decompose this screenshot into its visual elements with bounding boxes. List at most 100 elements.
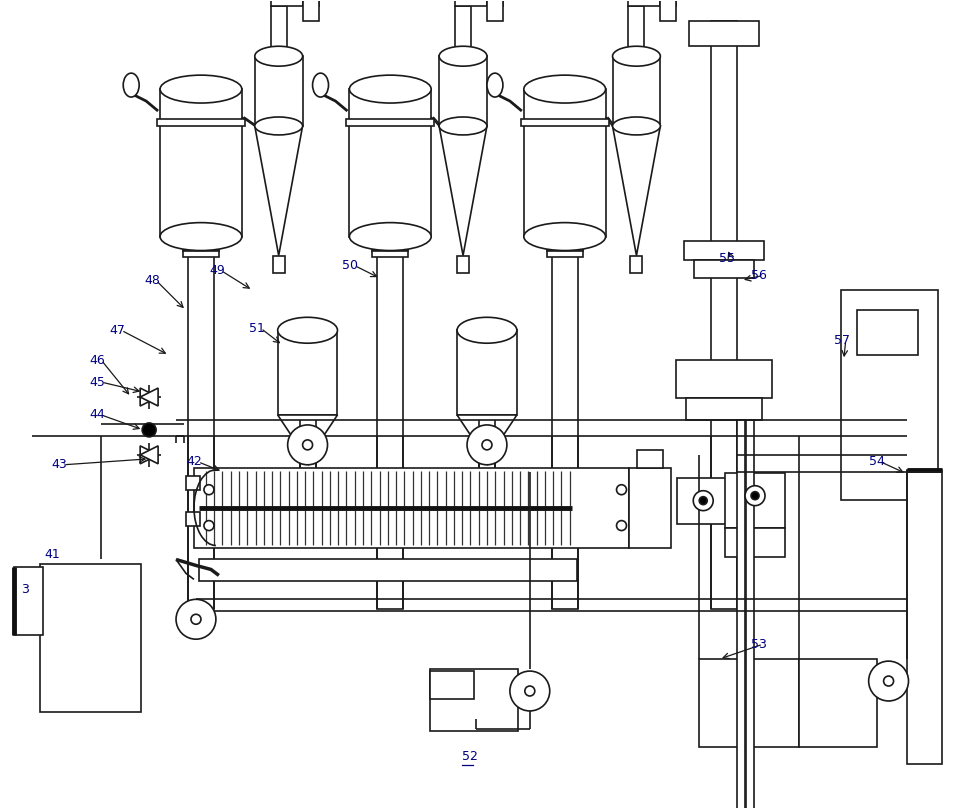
- Ellipse shape: [278, 317, 337, 343]
- Bar: [188, 251, 214, 609]
- Bar: [799, 659, 877, 747]
- Bar: [725, 527, 785, 557]
- Circle shape: [693, 491, 713, 510]
- Bar: [630, 256, 643, 273]
- Polygon shape: [140, 388, 159, 406]
- Polygon shape: [140, 388, 159, 406]
- Bar: [39, 565, 141, 712]
- Bar: [711, 21, 737, 609]
- Text: 44: 44: [90, 409, 105, 421]
- Circle shape: [142, 423, 156, 437]
- Bar: [660, 0, 676, 6]
- Circle shape: [869, 661, 908, 701]
- Ellipse shape: [312, 73, 329, 97]
- Bar: [840, 290, 939, 500]
- Ellipse shape: [457, 317, 517, 343]
- Bar: [13, 567, 44, 635]
- Bar: [270, 0, 303, 6]
- Bar: [660, 0, 676, 21]
- Text: 50: 50: [343, 259, 358, 272]
- Ellipse shape: [123, 73, 139, 97]
- Bar: [303, 0, 319, 21]
- Text: 48: 48: [144, 274, 160, 287]
- Bar: [456, 0, 487, 6]
- Bar: [487, 0, 503, 6]
- Text: 57: 57: [834, 334, 850, 347]
- Bar: [628, 6, 645, 56]
- Circle shape: [176, 599, 216, 639]
- Text: 53: 53: [751, 637, 767, 650]
- Circle shape: [510, 671, 550, 711]
- Bar: [906, 470, 943, 764]
- Ellipse shape: [524, 75, 605, 103]
- Circle shape: [204, 521, 214, 531]
- Polygon shape: [612, 126, 660, 256]
- Bar: [552, 251, 578, 609]
- Text: 3: 3: [22, 582, 30, 596]
- Circle shape: [482, 440, 492, 450]
- Ellipse shape: [350, 75, 431, 103]
- Bar: [439, 56, 487, 126]
- Bar: [186, 476, 200, 489]
- Ellipse shape: [524, 222, 605, 251]
- Polygon shape: [140, 446, 159, 464]
- Bar: [377, 251, 403, 609]
- Circle shape: [617, 521, 626, 531]
- Circle shape: [751, 492, 759, 500]
- Bar: [737, 420, 745, 809]
- Circle shape: [745, 485, 765, 506]
- Bar: [430, 671, 474, 699]
- Bar: [430, 669, 518, 731]
- Text: 42: 42: [186, 455, 202, 468]
- Text: 41: 41: [45, 548, 60, 561]
- Ellipse shape: [439, 117, 487, 135]
- Circle shape: [303, 440, 312, 450]
- Text: 55: 55: [719, 252, 735, 265]
- Bar: [372, 244, 408, 251]
- Bar: [183, 244, 219, 251]
- Text: 46: 46: [90, 354, 105, 366]
- Text: 43: 43: [52, 458, 67, 472]
- Circle shape: [204, 485, 214, 494]
- Polygon shape: [140, 446, 159, 464]
- Circle shape: [883, 676, 894, 686]
- Text: 52: 52: [462, 750, 478, 763]
- Bar: [199, 560, 577, 582]
- Text: 49: 49: [209, 264, 224, 277]
- Ellipse shape: [160, 222, 242, 251]
- Bar: [186, 511, 200, 526]
- Ellipse shape: [160, 75, 242, 103]
- Bar: [158, 119, 244, 126]
- Bar: [303, 0, 319, 6]
- Text: 47: 47: [109, 324, 125, 337]
- Bar: [857, 311, 919, 355]
- Bar: [547, 244, 583, 251]
- Ellipse shape: [487, 73, 503, 97]
- Bar: [347, 119, 435, 126]
- Text: 51: 51: [249, 322, 265, 335]
- Text: 54: 54: [869, 455, 884, 468]
- Ellipse shape: [255, 117, 303, 135]
- Bar: [694, 260, 754, 278]
- Circle shape: [617, 485, 626, 494]
- Bar: [629, 468, 671, 548]
- Bar: [677, 478, 729, 523]
- Bar: [479, 460, 495, 481]
- Bar: [520, 119, 608, 126]
- Bar: [160, 89, 242, 236]
- Polygon shape: [278, 415, 337, 460]
- Circle shape: [287, 425, 328, 465]
- Ellipse shape: [612, 117, 660, 135]
- Bar: [300, 460, 315, 481]
- Ellipse shape: [612, 46, 660, 66]
- Ellipse shape: [350, 222, 431, 251]
- Bar: [278, 330, 337, 415]
- Circle shape: [699, 497, 708, 505]
- Bar: [255, 56, 303, 126]
- Ellipse shape: [439, 46, 487, 66]
- Bar: [194, 468, 629, 548]
- Bar: [183, 251, 219, 256]
- Bar: [699, 659, 799, 747]
- Circle shape: [525, 686, 535, 696]
- Bar: [725, 472, 785, 527]
